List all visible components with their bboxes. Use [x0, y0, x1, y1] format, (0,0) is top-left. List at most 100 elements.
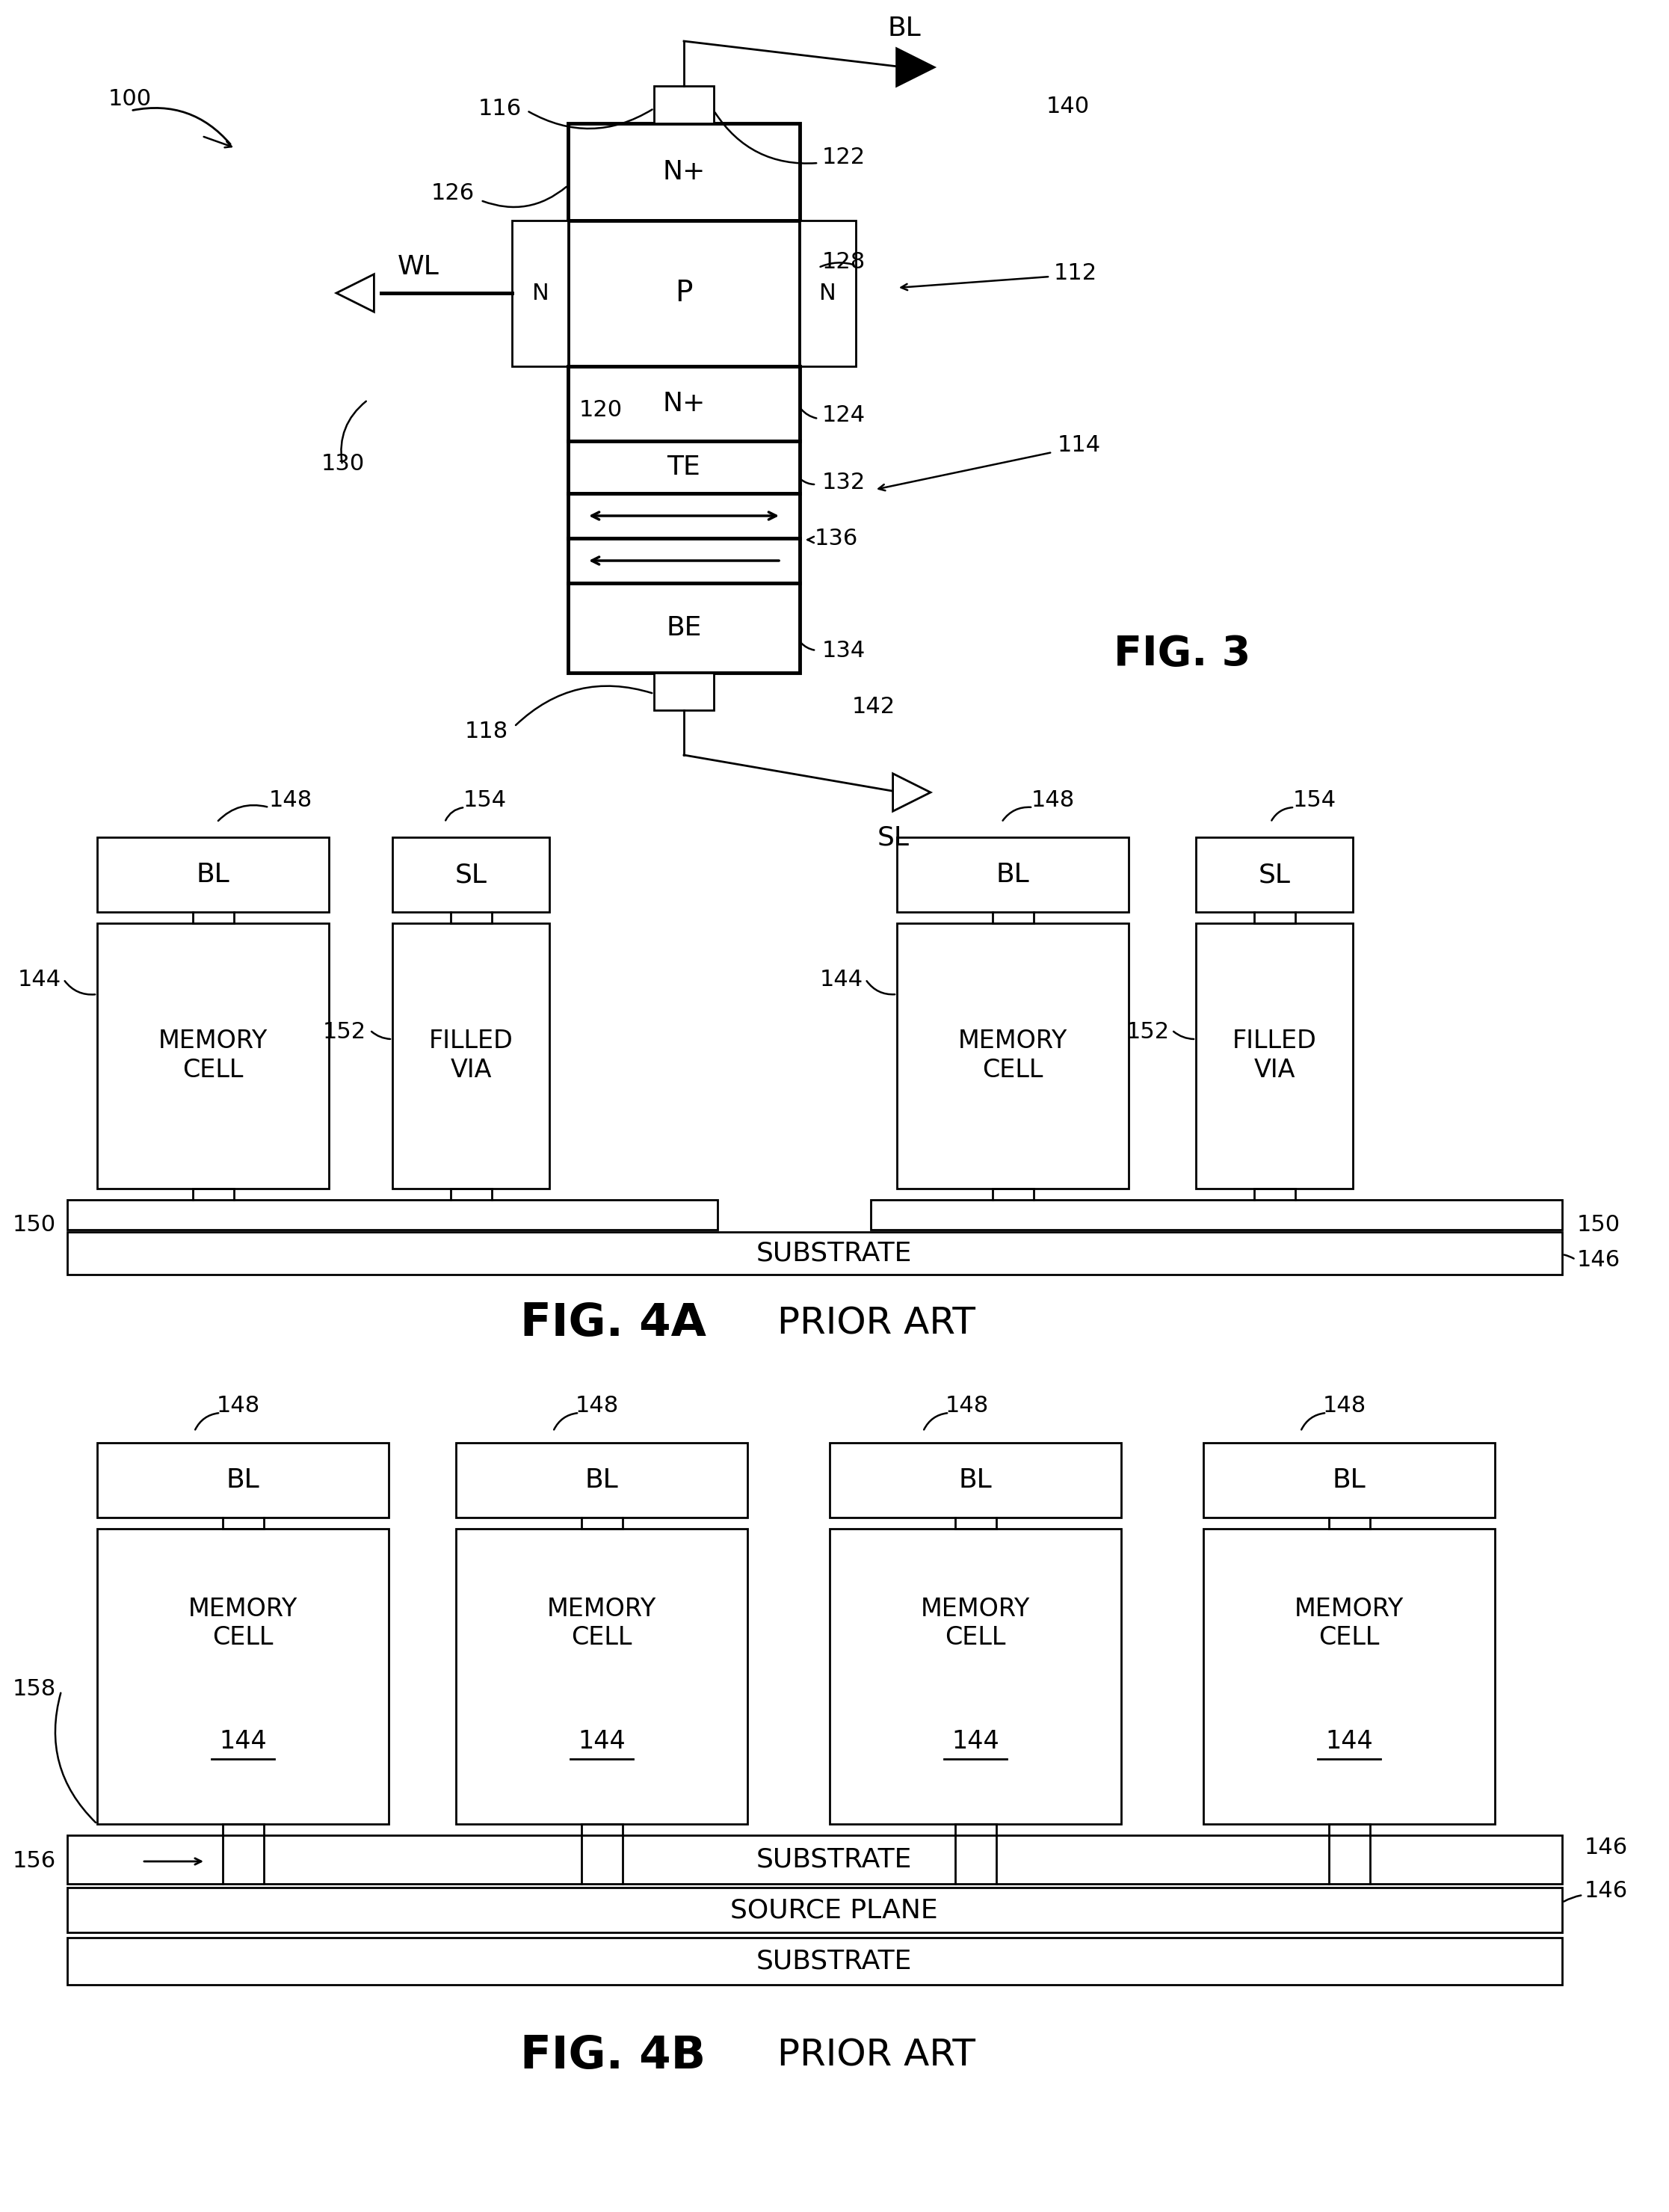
- Bar: [567, 440, 799, 493]
- Text: SUBSTRATE: SUBSTRATE: [756, 1241, 911, 1265]
- FancyArrowPatch shape: [340, 400, 366, 462]
- FancyArrowPatch shape: [446, 807, 462, 821]
- FancyArrowPatch shape: [55, 1692, 95, 1823]
- FancyArrowPatch shape: [801, 409, 816, 418]
- FancyArrowPatch shape: [516, 686, 653, 726]
- Text: BL: BL: [197, 863, 230, 887]
- Text: FIG. 3: FIG. 3: [1113, 635, 1250, 675]
- Text: 130: 130: [322, 453, 366, 473]
- Bar: [1197, 922, 1354, 1188]
- Text: BL: BL: [1332, 1467, 1365, 1493]
- Bar: [67, 1199, 718, 1230]
- FancyArrowPatch shape: [866, 980, 895, 995]
- Text: N: N: [819, 283, 836, 303]
- Text: PRIOR ART: PRIOR ART: [778, 1305, 975, 1340]
- Text: 148: 148: [217, 1394, 260, 1416]
- Bar: [392, 922, 549, 1188]
- Bar: [97, 1528, 389, 1825]
- Text: BL: BL: [888, 15, 921, 42]
- Text: 144: 144: [951, 1730, 1000, 1754]
- Text: WL: WL: [397, 254, 439, 279]
- Bar: [829, 1442, 1122, 1517]
- Text: 142: 142: [853, 695, 896, 717]
- Text: MEMORY
CELL: MEMORY CELL: [921, 1597, 1030, 1650]
- Text: 144: 144: [577, 1730, 626, 1754]
- Text: 136: 136: [814, 526, 858, 549]
- Bar: [97, 1442, 389, 1517]
- Bar: [1203, 1442, 1495, 1517]
- Polygon shape: [893, 774, 931, 812]
- Text: SL: SL: [1258, 863, 1290, 887]
- Text: MEMORY
CELL: MEMORY CELL: [189, 1597, 297, 1650]
- FancyArrowPatch shape: [134, 108, 230, 144]
- Bar: [896, 922, 1128, 1188]
- Text: MEMORY
CELL: MEMORY CELL: [159, 1029, 267, 1082]
- Bar: [896, 838, 1128, 911]
- Text: BL: BL: [996, 863, 1030, 887]
- Bar: [67, 1887, 1562, 1933]
- Text: 150: 150: [13, 1214, 57, 1234]
- Text: 148: 148: [946, 1394, 990, 1416]
- FancyArrowPatch shape: [482, 186, 566, 208]
- FancyArrowPatch shape: [821, 263, 855, 268]
- Bar: [456, 1528, 748, 1825]
- Bar: [654, 672, 714, 710]
- Text: 148: 148: [1031, 790, 1075, 812]
- FancyArrowPatch shape: [65, 980, 95, 995]
- FancyArrowPatch shape: [1564, 1896, 1581, 1902]
- Text: SL: SL: [456, 863, 487, 887]
- FancyArrowPatch shape: [925, 1413, 948, 1429]
- Text: FILLED
VIA: FILLED VIA: [1232, 1029, 1317, 1082]
- Bar: [67, 1232, 1562, 1274]
- Bar: [567, 124, 799, 221]
- Text: 154: 154: [464, 790, 507, 812]
- FancyArrowPatch shape: [1564, 1254, 1574, 1259]
- Text: P: P: [676, 279, 693, 307]
- FancyArrowPatch shape: [1272, 807, 1292, 821]
- FancyArrowPatch shape: [219, 805, 267, 821]
- Text: BE: BE: [666, 615, 701, 641]
- Bar: [567, 538, 799, 584]
- Polygon shape: [337, 274, 374, 312]
- Bar: [799, 221, 856, 367]
- FancyArrowPatch shape: [1173, 1031, 1193, 1040]
- FancyArrowPatch shape: [372, 1031, 391, 1040]
- Text: 144: 144: [819, 969, 863, 991]
- Text: 132: 132: [823, 471, 866, 493]
- Text: SUBSTRATE: SUBSTRATE: [756, 1949, 911, 1973]
- Bar: [392, 838, 549, 911]
- Text: 150: 150: [1577, 1214, 1621, 1234]
- Text: 148: 148: [269, 790, 312, 812]
- Bar: [567, 584, 799, 672]
- Bar: [67, 1836, 1562, 1885]
- Text: 140: 140: [1046, 95, 1090, 117]
- Text: 158: 158: [13, 1679, 57, 1701]
- Bar: [829, 1528, 1122, 1825]
- Text: SUBSTRATE: SUBSTRATE: [756, 1847, 911, 1871]
- Text: FIG. 4B: FIG. 4B: [521, 2033, 706, 2077]
- Text: 112: 112: [1053, 261, 1097, 283]
- Text: 116: 116: [479, 97, 522, 119]
- Bar: [97, 922, 329, 1188]
- Text: N: N: [532, 283, 549, 303]
- Bar: [871, 1199, 1562, 1230]
- Text: SOURCE PLANE: SOURCE PLANE: [731, 1898, 938, 1922]
- Text: 124: 124: [823, 405, 866, 425]
- Bar: [456, 1442, 748, 1517]
- FancyArrowPatch shape: [801, 480, 814, 484]
- Bar: [1197, 838, 1354, 911]
- Text: 122: 122: [823, 146, 866, 168]
- Text: 146: 146: [1584, 1838, 1627, 1858]
- Text: 126: 126: [431, 181, 474, 204]
- Bar: [567, 493, 799, 538]
- Text: N+: N+: [663, 159, 706, 184]
- Text: MEMORY
CELL: MEMORY CELL: [547, 1597, 656, 1650]
- Bar: [567, 221, 799, 367]
- FancyArrowPatch shape: [1003, 807, 1031, 821]
- Text: 152: 152: [1127, 1020, 1170, 1042]
- FancyArrowPatch shape: [529, 108, 653, 128]
- Text: 144: 144: [18, 969, 62, 991]
- Text: 120: 120: [579, 398, 623, 420]
- Text: 114: 114: [1058, 434, 1102, 456]
- Text: 144: 144: [219, 1730, 267, 1754]
